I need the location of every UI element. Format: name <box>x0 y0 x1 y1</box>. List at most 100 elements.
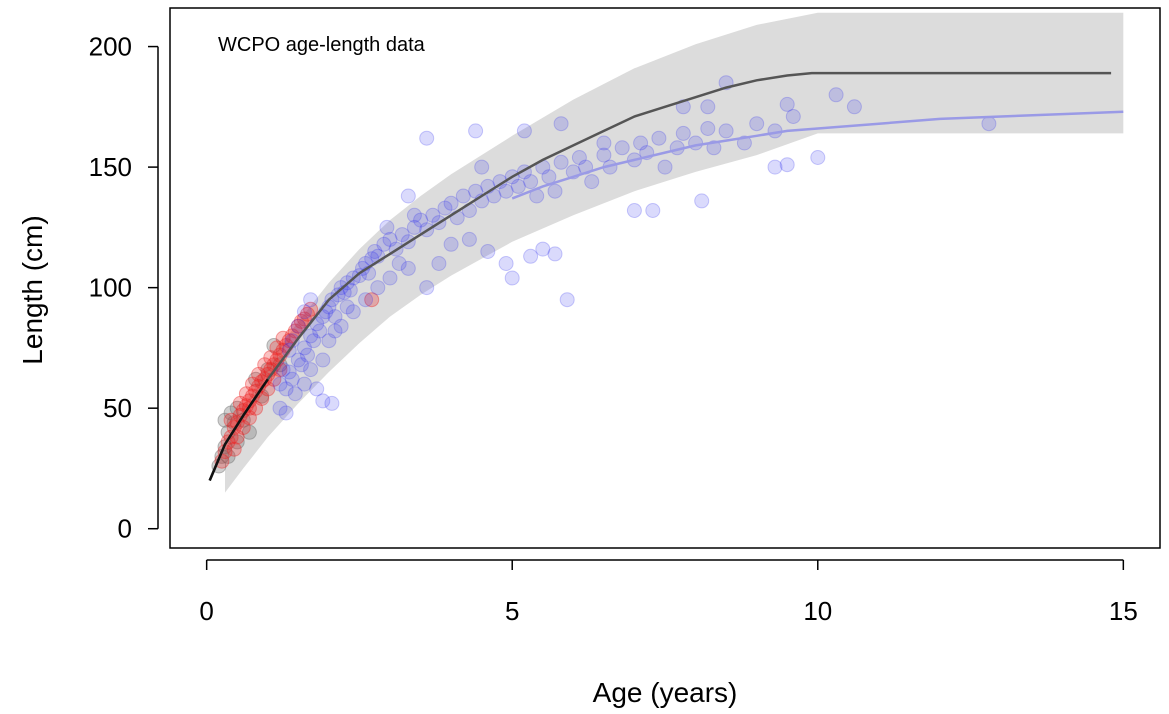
blue-data-point <box>468 123 484 139</box>
blue-data-point <box>443 195 459 211</box>
points-layer <box>211 75 997 474</box>
blue-data-point <box>553 116 569 132</box>
red-data-point <box>293 313 309 329</box>
growth-fit-curve <box>208 71 1112 481</box>
uncertainty-band <box>225 12 1124 493</box>
blue-data-point <box>584 174 600 190</box>
blue-data-point <box>981 116 997 132</box>
blue-data-point <box>406 219 422 235</box>
blue-data-point <box>333 318 349 334</box>
blue-data-point <box>779 96 795 112</box>
grey-data-point <box>229 400 245 416</box>
blue-data-point <box>324 395 340 411</box>
blue-data-point <box>345 304 361 320</box>
blue-data-point <box>296 304 312 320</box>
blue-data-point <box>468 183 484 199</box>
blue-data-point <box>370 280 386 296</box>
blue-data-point <box>287 386 303 402</box>
red-data-point <box>290 318 306 334</box>
x-tick-label: 0 <box>199 596 213 626</box>
red-data-point <box>287 323 303 339</box>
red-data-point <box>303 301 319 317</box>
blue-data-point <box>614 140 630 156</box>
blue-data-point <box>321 333 337 349</box>
red-data-point <box>251 366 267 382</box>
red-data-point <box>364 292 380 308</box>
x-tick-label: 10 <box>803 596 832 626</box>
red-data-point <box>269 340 285 356</box>
blue-data-point <box>413 212 429 228</box>
blue-data-point <box>293 357 309 373</box>
blue-data-point <box>828 87 844 103</box>
blue-data-point <box>675 125 691 141</box>
red-data-point <box>275 330 291 346</box>
blue-data-point <box>645 203 661 218</box>
blue-data-point <box>596 147 612 163</box>
blue-data-point <box>272 376 288 392</box>
blue-data-point <box>535 241 551 257</box>
blue-data-point <box>700 99 716 115</box>
blue-data-point <box>498 183 514 199</box>
blue-fit-curve <box>511 110 1124 200</box>
blue-data-point <box>694 193 710 209</box>
blue-data-point <box>431 256 447 271</box>
blue-data-point <box>355 260 370 276</box>
plot-frame <box>169 7 1161 549</box>
blue-data-point <box>437 200 453 216</box>
grey-data-point <box>248 371 264 387</box>
y-axis-title: Length (cm) <box>17 215 48 364</box>
blue-data-point <box>504 270 520 286</box>
grey-data-point <box>266 338 282 353</box>
blue-data-point <box>651 130 667 146</box>
blue-data-point <box>547 246 563 262</box>
blue-data-point <box>498 256 514 271</box>
blue-data-point <box>767 159 783 175</box>
blue-data-point <box>425 207 441 223</box>
blue-data-point <box>419 130 435 146</box>
blue-data-point <box>391 256 407 271</box>
blue-data-point <box>342 282 358 298</box>
grey-data-point <box>229 434 245 450</box>
blue-data-point <box>303 362 319 378</box>
blue-data-point <box>278 405 294 421</box>
blue-data-point <box>700 121 716 136</box>
y-tick-label: 150 <box>89 152 132 182</box>
red-data-point <box>232 395 248 411</box>
blue-data-point <box>358 292 374 308</box>
blue-data-point <box>846 99 862 115</box>
red-data-point <box>238 386 254 402</box>
blue-data-point <box>510 178 526 194</box>
blue-data-point <box>810 150 826 165</box>
blue-data-point <box>296 376 312 392</box>
blue-data-point <box>300 347 315 363</box>
blue-data-point <box>779 157 795 173</box>
blue-data-point <box>296 340 312 356</box>
x-tick-label: 15 <box>1109 596 1138 626</box>
blue-data-point <box>492 174 508 190</box>
young-fit-curve <box>208 378 269 481</box>
blue-data-point <box>306 333 322 349</box>
blue-data-point <box>376 236 392 252</box>
grey-data-point <box>223 405 239 421</box>
grey-data-point <box>217 412 233 428</box>
blue-data-point <box>626 203 642 218</box>
red-data-point <box>263 350 279 366</box>
blue-data-point <box>633 135 649 151</box>
blue-data-point <box>406 207 422 223</box>
blue-data-point <box>309 381 325 397</box>
blue-data-point <box>284 371 300 387</box>
blue-data-point <box>315 352 331 368</box>
blue-data-point <box>553 154 569 170</box>
blue-data-point <box>400 188 416 204</box>
blue-data-point <box>523 174 539 190</box>
red-data-point <box>226 441 242 457</box>
blue-data-point <box>272 400 288 416</box>
blue-data-point <box>290 318 306 334</box>
blue-data-point <box>400 260 416 276</box>
blue-data-point <box>785 109 801 124</box>
blue-data-point <box>523 248 539 264</box>
y-tick-label: 50 <box>103 393 132 423</box>
blue-data-point <box>688 135 704 151</box>
blue-data-point <box>419 280 435 296</box>
